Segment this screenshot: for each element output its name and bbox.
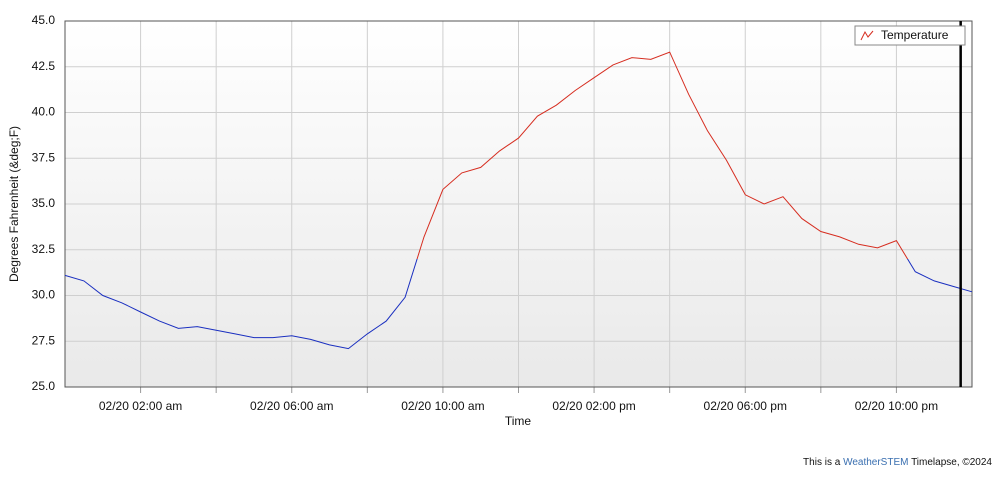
footer-brand[interactable]: WeatherSTEM [843,457,908,468]
y-tick-label: 35.0 [32,196,56,210]
x-tick-label: 02/20 10:00 pm [855,399,938,413]
x-axis-label: Time [505,414,532,428]
x-tick-label: 02/20 06:00 pm [704,399,787,413]
x-tick-label: 02/20 06:00 am [250,399,333,413]
y-tick-label: 42.5 [32,59,56,73]
temperature-line [64,51,973,350]
x-tick-label: 02/20 02:00 pm [552,399,635,413]
x-tick-label: 02/20 02:00 am [99,399,182,413]
footer-suffix: Timelapse, ©2024 [911,457,992,468]
y-tick-label: 27.5 [32,333,56,347]
y-tick-label: 40.0 [32,105,56,119]
y-tick-label: 37.5 [32,150,56,164]
plot-border [64,20,973,388]
y-tick-label: 25.0 [32,379,56,393]
y-tick-label: 32.5 [32,242,56,256]
y-tick-label: 45.0 [32,13,56,27]
y-tick-label: 30.0 [32,288,56,302]
footer: This is a WeatherSTEM Timelapse, ©2024 [803,457,992,468]
footer-prefix: This is a [803,457,841,468]
legend-label: Temperature [881,28,949,42]
x-tick-label: 02/20 10:00 am [401,399,484,413]
legend-box [854,25,966,46]
legend: Temperature [854,25,966,46]
y-axis-label: Degrees Fahrenheit (&deg;F) [7,126,21,282]
legend-swatch [860,30,874,41]
